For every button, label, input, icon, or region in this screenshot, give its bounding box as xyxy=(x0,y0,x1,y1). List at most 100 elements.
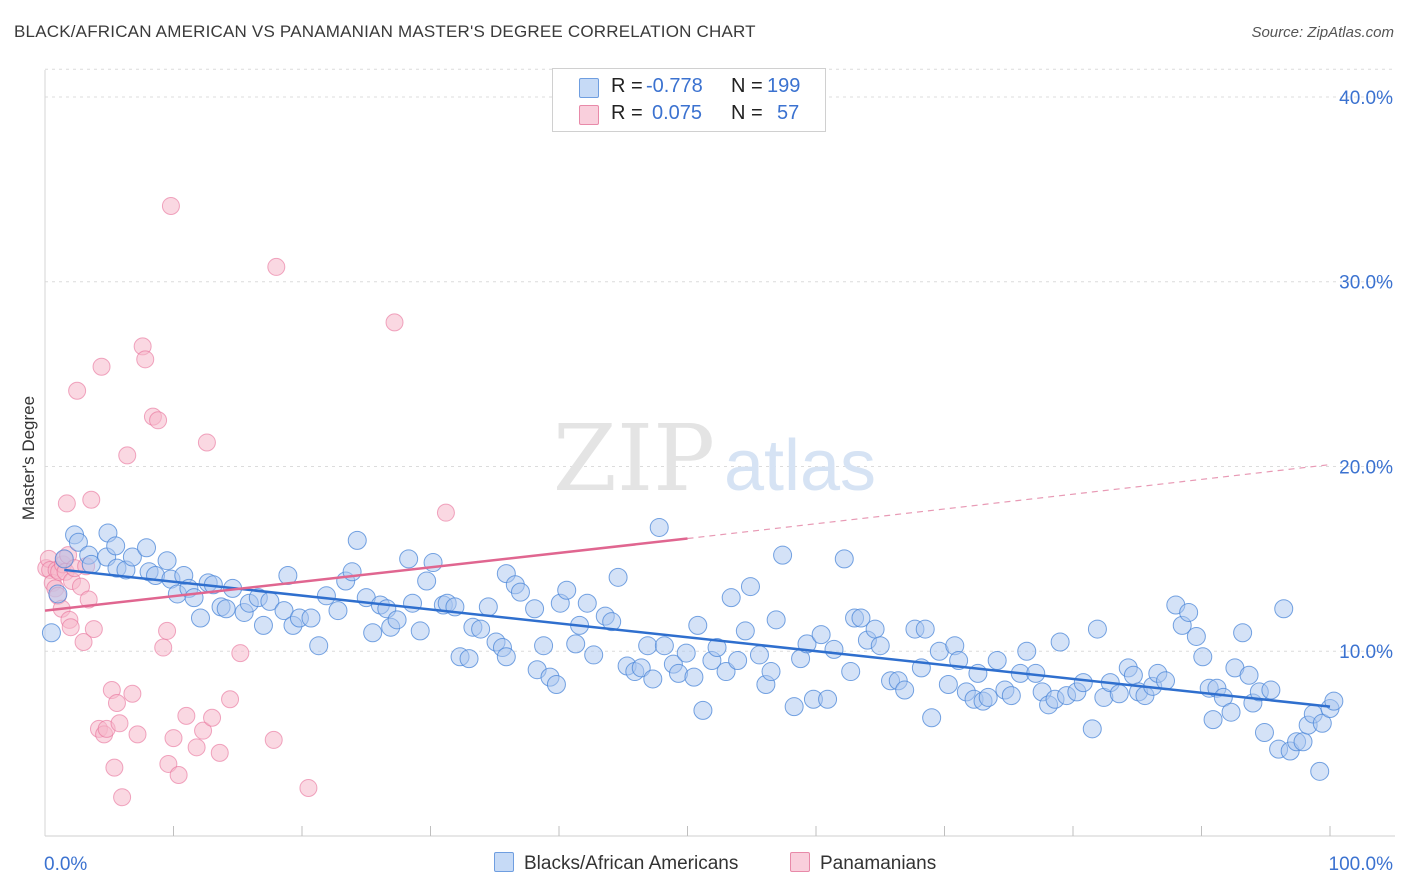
black-point xyxy=(1293,732,1313,752)
black-point xyxy=(707,638,727,658)
black-point xyxy=(122,547,142,567)
black-point xyxy=(68,532,88,552)
black-point xyxy=(654,636,674,656)
black-point xyxy=(811,625,831,645)
legend-swatch-blue xyxy=(579,78,599,98)
black-point xyxy=(184,588,204,608)
black-point xyxy=(938,674,958,694)
correlation-legend: R = -0.778 N = 199 R = 0.075 N = 57 xyxy=(552,68,826,132)
black-point xyxy=(459,649,479,669)
black-point xyxy=(471,619,491,639)
black-point xyxy=(1193,647,1213,667)
series-blacks xyxy=(41,517,1344,781)
black-point xyxy=(577,593,597,613)
tick-labels: 10.0% 20.0% 30.0% 40.0% 0.0% 100.0% xyxy=(44,88,1393,875)
black-point xyxy=(399,549,419,569)
black-point xyxy=(608,567,628,587)
x-tick-label: 0.0% xyxy=(44,854,87,875)
black-point xyxy=(1274,599,1294,619)
black-point xyxy=(766,610,786,630)
panamanian-point xyxy=(299,778,318,797)
black-point xyxy=(773,545,793,565)
panamanian-point xyxy=(169,766,188,785)
panamanian-point xyxy=(136,350,155,369)
legend-swatch-pink xyxy=(579,105,599,125)
black-point xyxy=(761,662,781,682)
y-tick-label: 40.0% xyxy=(1339,88,1393,109)
black-point xyxy=(1179,602,1199,622)
panamanian-point xyxy=(57,494,76,513)
panamanian-point xyxy=(158,621,177,640)
panamanian-point xyxy=(149,411,168,430)
panamanian-point xyxy=(203,708,222,727)
black-point xyxy=(602,612,622,632)
panamanian-point xyxy=(177,706,196,725)
black-point xyxy=(363,623,383,643)
panamanian-point xyxy=(105,758,124,777)
panamanian-point xyxy=(221,690,240,709)
black-point xyxy=(316,586,336,606)
panamanian-point xyxy=(210,743,229,762)
black-point xyxy=(841,662,861,682)
black-point xyxy=(851,608,871,628)
panamanian-point xyxy=(123,684,142,703)
black-point xyxy=(534,636,554,656)
black-point xyxy=(253,615,273,635)
black-point xyxy=(1213,687,1233,707)
black-point xyxy=(137,538,157,558)
black-point xyxy=(274,601,294,621)
panamanian-point xyxy=(187,738,206,757)
black-point xyxy=(1001,686,1021,706)
black-point xyxy=(41,623,61,643)
legend-n-label: N = xyxy=(731,75,763,97)
black-point xyxy=(417,571,437,591)
black-point xyxy=(895,680,915,700)
panamanian-point xyxy=(61,618,80,637)
panamanian-point xyxy=(197,433,216,452)
panamanian-point xyxy=(79,590,98,609)
panamanian-point xyxy=(74,633,93,651)
black-point xyxy=(1087,619,1107,639)
legend-n-value: 57 xyxy=(777,102,800,124)
black-point xyxy=(190,608,210,628)
legend-label-panamanians: Panamanians xyxy=(820,853,937,874)
source-label: Source: ZipAtlas.com xyxy=(1251,24,1394,41)
black-point xyxy=(688,615,708,635)
panamanian-point xyxy=(264,730,283,749)
legend-n-label: N = xyxy=(731,102,763,124)
panamanian-point xyxy=(113,788,132,807)
panamanian-point xyxy=(128,725,147,744)
black-point xyxy=(693,700,713,720)
y-tick-label: 20.0% xyxy=(1339,457,1393,478)
panamanian-point xyxy=(194,721,213,740)
panamanian-point xyxy=(385,313,404,332)
legend-r-value: -0.778 xyxy=(646,75,703,97)
series-panamanians xyxy=(37,196,455,807)
black-point xyxy=(721,588,741,608)
chart-title: BLACK/AFRICAN AMERICAN VS PANAMANIAN MAS… xyxy=(14,22,756,41)
panamanian-point xyxy=(82,490,101,509)
black-point xyxy=(987,650,1007,670)
black-point xyxy=(1050,632,1070,652)
black-point xyxy=(784,697,804,717)
y-tick-label: 10.0% xyxy=(1339,642,1393,663)
legend-label-blacks: Blacks/African Americans xyxy=(524,853,739,874)
black-point xyxy=(216,599,236,619)
legend-swatch-blue xyxy=(494,852,514,872)
black-point xyxy=(106,536,126,556)
legend-swatch-pink xyxy=(790,852,810,872)
black-point xyxy=(557,580,577,600)
black-point xyxy=(387,610,407,630)
panamanian-point xyxy=(68,381,87,400)
grid-lines xyxy=(45,68,1395,652)
black-point xyxy=(1261,680,1281,700)
trend-line-panamanians-extension xyxy=(687,464,1331,540)
legend-n-value: 199 xyxy=(767,75,801,97)
black-point xyxy=(1254,723,1274,743)
black-point xyxy=(834,549,854,569)
y-tick-label: 30.0% xyxy=(1339,273,1393,294)
panamanian-point xyxy=(154,638,173,657)
black-point xyxy=(301,608,321,628)
black-point xyxy=(728,650,748,670)
